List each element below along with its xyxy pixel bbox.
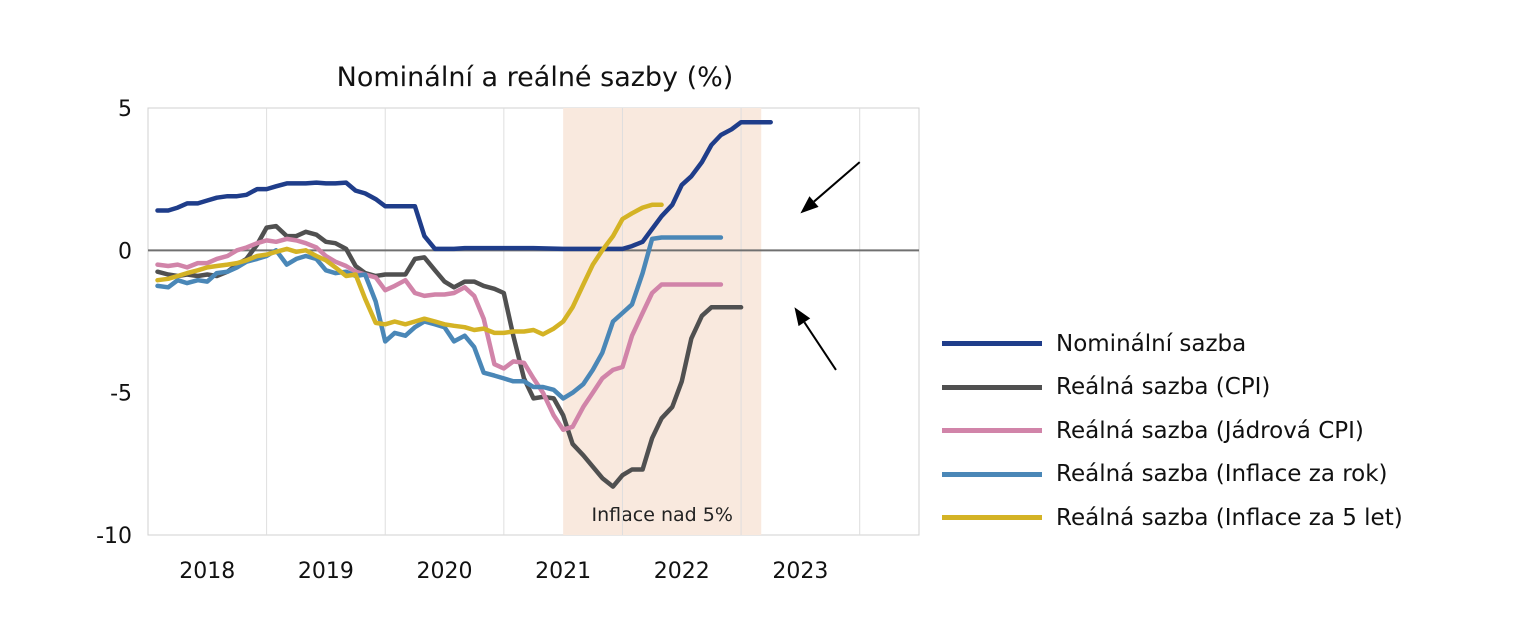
series-lines (155, 119, 773, 489)
y-tick-label: 5 (118, 97, 132, 122)
legend-label: Reálná sazba (CPI) (1056, 374, 1271, 401)
legend-label: Reálná sazba (Inflace za rok) (1056, 461, 1388, 488)
legend-swatch (942, 428, 1042, 434)
arrow-head-1 (800, 196, 819, 214)
x-tick-label: 2020 (417, 559, 473, 584)
arrow-head-2 (794, 307, 811, 327)
arrow-shaft-2 (803, 321, 837, 371)
y-axis-ticks: 5 0 -5 -10 (96, 97, 132, 549)
legend-label: Reálná sazba (Inflace za 5 let) (1056, 504, 1403, 531)
legend-swatch (942, 471, 1042, 477)
x-tick-label: 2018 (179, 559, 235, 584)
x-tick-label: 2019 (298, 559, 354, 584)
legend-item: Nominální sazba (942, 322, 1403, 366)
legend-label: Reálná sazba (Jádrová CPI) (1056, 417, 1364, 444)
legend-item: Reálná sazba (Inflace za 5 let) (942, 496, 1403, 540)
x-axis-ticks: 2018 2019 2020 2021 2022 2023 (179, 559, 828, 584)
legend: Nominální sazba Reálná sazba (CPI) Reálná … (942, 322, 1403, 540)
legend-label: Nominální sazba (1056, 330, 1247, 357)
x-tick-label: 2021 (535, 559, 591, 584)
legend-item: Reálná sazba (CPI) (942, 366, 1403, 410)
series-line-1 (155, 119, 773, 252)
y-tick-label: 0 (118, 239, 132, 264)
plot-area-border (147, 107, 920, 536)
series-line-3 (155, 236, 724, 432)
y-tick-label: -5 (110, 382, 132, 407)
series-line-5 (155, 202, 664, 337)
y-tick-label: -10 (96, 524, 132, 549)
shaded-region-rect (563, 108, 762, 535)
legend-swatch (942, 515, 1042, 521)
arrow-shaft-1 (813, 161, 861, 203)
annotation-arrows (794, 161, 861, 371)
shaded-region-label: Inflace nad 5% (592, 504, 733, 526)
legend-item: Reálná sazba (Jádrová CPI) (942, 409, 1403, 453)
series-line-2 (155, 223, 744, 489)
legend-item: Reálná sazba (Inflace za rok) (942, 453, 1403, 497)
chart-title: Nominální a reálné sazby (%) (337, 62, 734, 93)
x-tick-label: 2023 (772, 559, 828, 584)
x-tick-label: 2022 (654, 559, 710, 584)
shaded-region: Inflace nad 5% (563, 108, 762, 535)
legend-swatch (942, 384, 1042, 390)
legend-swatch (942, 341, 1042, 347)
